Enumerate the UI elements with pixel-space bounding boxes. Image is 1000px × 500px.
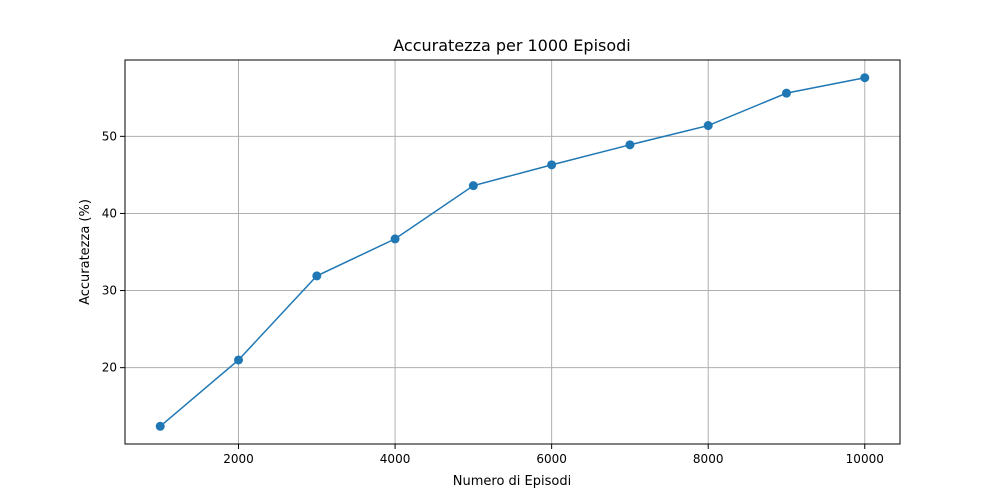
y-axis-label: Accuratezza (%)	[78, 199, 93, 305]
data-point	[234, 355, 244, 365]
x-tick-label: 6000	[536, 452, 567, 466]
data-point	[468, 181, 478, 191]
series-line	[159, 76, 865, 427]
data-point	[390, 234, 400, 244]
data-point	[703, 121, 713, 131]
x-tick-label: 4000	[380, 452, 411, 466]
data-point	[547, 160, 557, 170]
y-tick-label: 50	[102, 129, 117, 143]
data-point	[860, 73, 870, 83]
grid-lines	[125, 60, 900, 444]
x-axis-label: Numero di Episodi	[453, 474, 571, 489]
x-axis-ticks: 2000 4000 6000 8000 10000	[223, 444, 884, 466]
data-point	[155, 421, 165, 431]
y-tick-label: 30	[102, 284, 117, 298]
data-point	[312, 271, 322, 281]
y-axis-ticks: 20 30 40 50	[102, 129, 125, 375]
data-point	[781, 88, 791, 98]
y-tick-label: 40	[102, 206, 117, 220]
x-tick-label: 10000	[846, 452, 884, 466]
x-tick-label: 2000	[223, 452, 254, 466]
plot-area-frame	[124, 59, 901, 445]
series-layer	[155, 73, 870, 431]
data-point	[625, 140, 635, 150]
x-tick-label: 8000	[693, 452, 724, 466]
y-tick-label: 20	[102, 361, 117, 375]
chart-title: Accuratezza per 1000 Episodi	[393, 36, 631, 55]
